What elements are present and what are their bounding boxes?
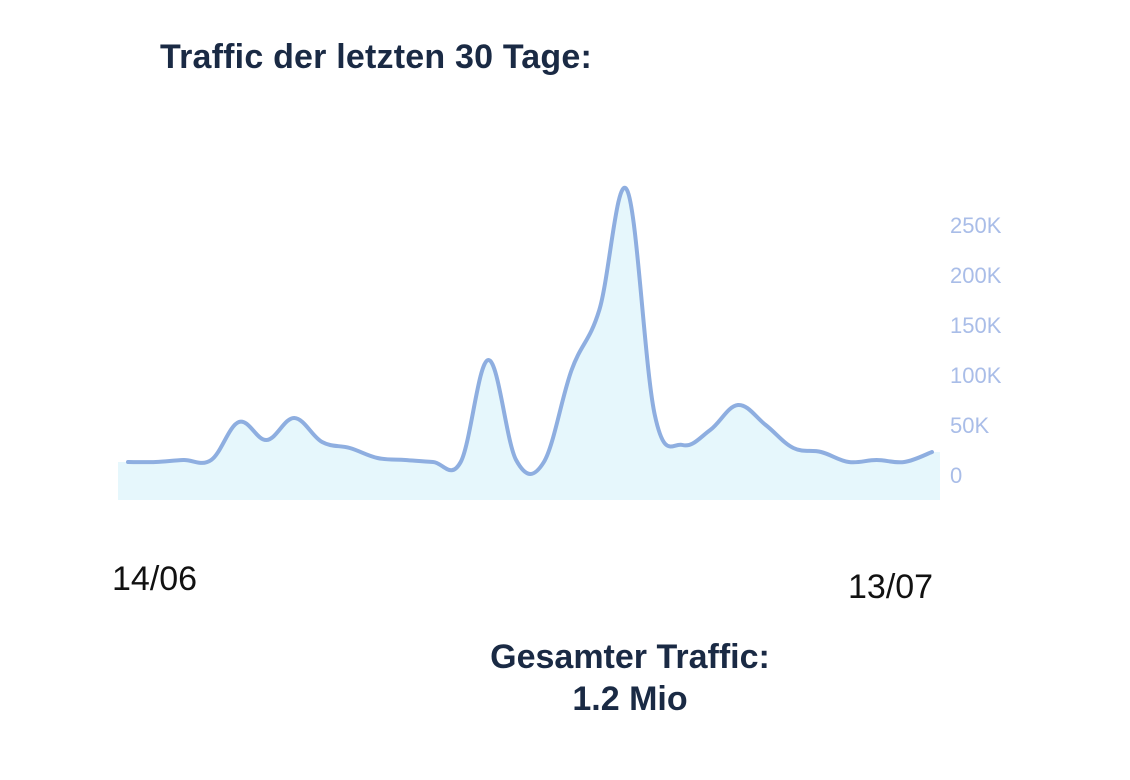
y-tick-label: 0 — [950, 463, 962, 488]
data-point-08/07 — [791, 446, 795, 450]
x-axis-start-date: 14/06 — [112, 560, 198, 598]
data-point-01/07 — [597, 308, 601, 312]
data-point-20/06 — [292, 416, 296, 420]
data-point-22/06 — [348, 446, 352, 450]
data-point-18/06 — [237, 420, 241, 424]
data-point-06/07 — [736, 403, 740, 407]
traffic-line — [126, 185, 934, 476]
y-tick-label: 150K — [950, 313, 1002, 338]
chart-title: Traffic der letzten 30 Tage: — [160, 38, 592, 76]
data-point-23/06 — [376, 456, 380, 460]
data-point-07/07 — [764, 423, 768, 427]
data-point-19/06 — [265, 438, 269, 442]
total-traffic-value: 1.2 Mio — [572, 680, 688, 718]
data-point-27/06 — [486, 358, 490, 362]
data-point-24/06 — [403, 458, 407, 462]
data-point-14/06 — [126, 460, 130, 464]
data-point-15/06 — [154, 460, 158, 464]
y-tick-label: 50K — [950, 413, 989, 438]
data-point-17/06 — [209, 458, 213, 462]
area-group — [118, 187, 940, 500]
y-tick-label: 250K — [950, 213, 1002, 238]
data-point-13/07 — [930, 450, 934, 454]
total-traffic-label: Gesamter Traffic: — [490, 638, 770, 676]
data-point-11/07 — [875, 458, 879, 462]
data-point-21/06 — [320, 440, 324, 444]
data-point-16/06 — [181, 458, 185, 462]
y-tick-label: 200K — [950, 263, 1002, 288]
y-axis-ticks: 0 50K 100K 150K 200K 250K — [950, 213, 1002, 488]
data-point-10/07 — [847, 460, 851, 464]
data-point-04/07 — [681, 443, 685, 447]
data-point-05/07 — [708, 428, 712, 432]
data-point-02/07 — [625, 188, 629, 192]
data-point-29/06 — [542, 460, 546, 464]
x-axis-end-date: 13/07 — [848, 568, 934, 606]
traffic-area-fill — [118, 187, 940, 500]
total-traffic: Gesamter Traffic: 1.2 Mio — [380, 636, 880, 720]
y-tick-label: 100K — [950, 363, 1002, 388]
data-point-25/06 — [431, 460, 435, 464]
data-point-30/06 — [570, 368, 574, 372]
data-point-26/06 — [459, 460, 463, 464]
line-group — [126, 185, 934, 476]
data-point-12/07 — [902, 460, 906, 464]
data-point-28/06 — [514, 458, 518, 462]
data-point-03/07 — [653, 413, 657, 417]
data-point-09/07 — [819, 450, 823, 454]
